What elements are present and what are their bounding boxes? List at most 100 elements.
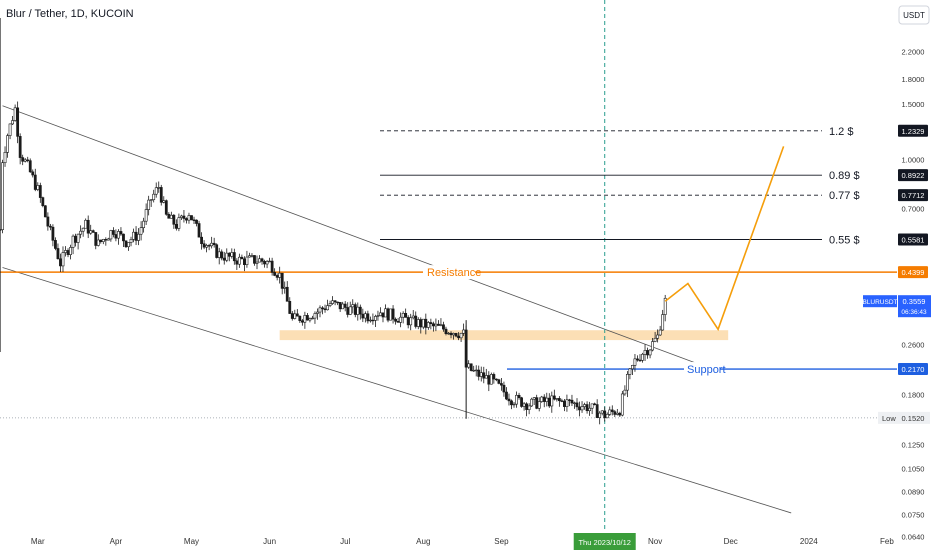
candle-body bbox=[13, 107, 17, 121]
candle-body bbox=[122, 233, 125, 242]
candle-body bbox=[313, 313, 317, 319]
candle-body bbox=[520, 397, 523, 407]
candle-body bbox=[545, 397, 549, 402]
candle-body bbox=[605, 414, 609, 419]
chart-title: Blur / Tether, 1D, KUCOIN bbox=[6, 8, 134, 20]
x-tick-label-3: Jun bbox=[263, 537, 276, 546]
x-tick-label-0: Mar bbox=[31, 537, 45, 546]
candle-body bbox=[76, 233, 80, 243]
countdown-text: 06:36:43 bbox=[901, 309, 927, 316]
candle-body bbox=[530, 398, 534, 407]
y-tick-label-16: 0.1250 bbox=[902, 441, 925, 450]
target-level-0-badge bbox=[898, 124, 928, 137]
candle-body bbox=[235, 260, 239, 265]
candle-body bbox=[245, 256, 249, 265]
candle-body bbox=[305, 315, 309, 321]
candle-body bbox=[104, 239, 108, 241]
candle-body bbox=[285, 286, 289, 302]
candle-body bbox=[598, 412, 602, 418]
candle-body bbox=[510, 400, 513, 406]
y-tick-label-17: 0.1050 bbox=[902, 465, 925, 474]
candle-body bbox=[568, 399, 571, 401]
candle-body bbox=[386, 308, 390, 321]
candle-body bbox=[275, 275, 279, 278]
candle-body bbox=[127, 242, 130, 248]
candle-body bbox=[351, 304, 355, 308]
candle-body bbox=[114, 234, 118, 239]
candle-body bbox=[474, 369, 478, 372]
candle-body bbox=[240, 256, 244, 260]
currency-button[interactable] bbox=[898, 5, 930, 25]
target-level-0-badge-text: 1.2329 bbox=[902, 127, 925, 136]
candle-body bbox=[636, 358, 639, 361]
candle-body bbox=[61, 252, 65, 267]
candle-body bbox=[260, 258, 264, 262]
candle-body bbox=[182, 215, 186, 219]
candle-body bbox=[550, 395, 554, 407]
y-tick-label-12: 0.2600 bbox=[902, 340, 925, 349]
candle-body bbox=[89, 230, 93, 234]
x-tick-label-9: 2024 bbox=[800, 537, 818, 546]
candle-body bbox=[237, 256, 241, 265]
target-level-3-badge bbox=[898, 233, 928, 246]
candle-body bbox=[106, 238, 110, 241]
candle-body bbox=[31, 171, 35, 176]
candle-body bbox=[169, 214, 173, 219]
low-badge-label: Low bbox=[882, 414, 896, 423]
candle-body bbox=[633, 358, 637, 366]
candle-body bbox=[139, 227, 143, 235]
y-tick-label-19: 0.0750 bbox=[902, 511, 925, 520]
candle-body bbox=[512, 403, 516, 406]
candle-body bbox=[643, 350, 647, 355]
candle-body bbox=[253, 255, 256, 264]
candle-body bbox=[391, 308, 395, 320]
projection-path bbox=[664, 146, 785, 332]
candle-body bbox=[167, 214, 171, 219]
candle-body bbox=[469, 363, 473, 371]
candle-body bbox=[109, 230, 113, 240]
candle-body bbox=[449, 332, 453, 336]
candle-body bbox=[18, 136, 22, 158]
candle-body bbox=[653, 337, 657, 342]
y-tick-label-1: 2.2000 bbox=[902, 47, 925, 56]
candle-body bbox=[152, 193, 156, 201]
candle-body bbox=[459, 332, 463, 339]
candle-body bbox=[71, 235, 75, 248]
candle-body bbox=[280, 272, 284, 289]
candle-body bbox=[563, 400, 566, 407]
candle-body bbox=[220, 251, 224, 259]
channel-lines-layer bbox=[2, 105, 792, 514]
candle-body bbox=[96, 239, 100, 246]
candle-body bbox=[144, 209, 148, 222]
candle-body bbox=[298, 315, 302, 322]
candle-body bbox=[376, 315, 380, 317]
candle-body bbox=[243, 258, 246, 265]
candle-body bbox=[69, 247, 72, 255]
candle-body bbox=[187, 215, 191, 221]
candle-body bbox=[610, 409, 614, 412]
y-tick-label-20: 0.0640 bbox=[902, 532, 925, 541]
candle-body bbox=[212, 242, 216, 246]
candle-body bbox=[192, 219, 196, 221]
candle-body bbox=[6, 135, 9, 153]
candle-body bbox=[426, 322, 430, 328]
x-tick-label-7: Nov bbox=[648, 537, 662, 546]
candle-body bbox=[326, 305, 329, 311]
candle-body bbox=[608, 409, 612, 415]
y-tick-label-2: 1.8000 bbox=[902, 75, 925, 84]
resistance-label-bg bbox=[423, 265, 475, 280]
candle-body bbox=[555, 398, 559, 400]
candle-body bbox=[311, 317, 314, 320]
candle-body bbox=[328, 303, 332, 306]
currency-label: USDT bbox=[903, 11, 925, 20]
candle-body bbox=[525, 403, 529, 410]
candle-body bbox=[454, 333, 458, 337]
candle-body bbox=[421, 318, 425, 328]
candle-body bbox=[270, 260, 274, 273]
candle-body bbox=[124, 240, 128, 248]
crosshair-layer bbox=[0, 0, 897, 532]
candle-body bbox=[91, 230, 95, 233]
candle-body bbox=[437, 323, 440, 326]
candle-body bbox=[381, 312, 385, 318]
